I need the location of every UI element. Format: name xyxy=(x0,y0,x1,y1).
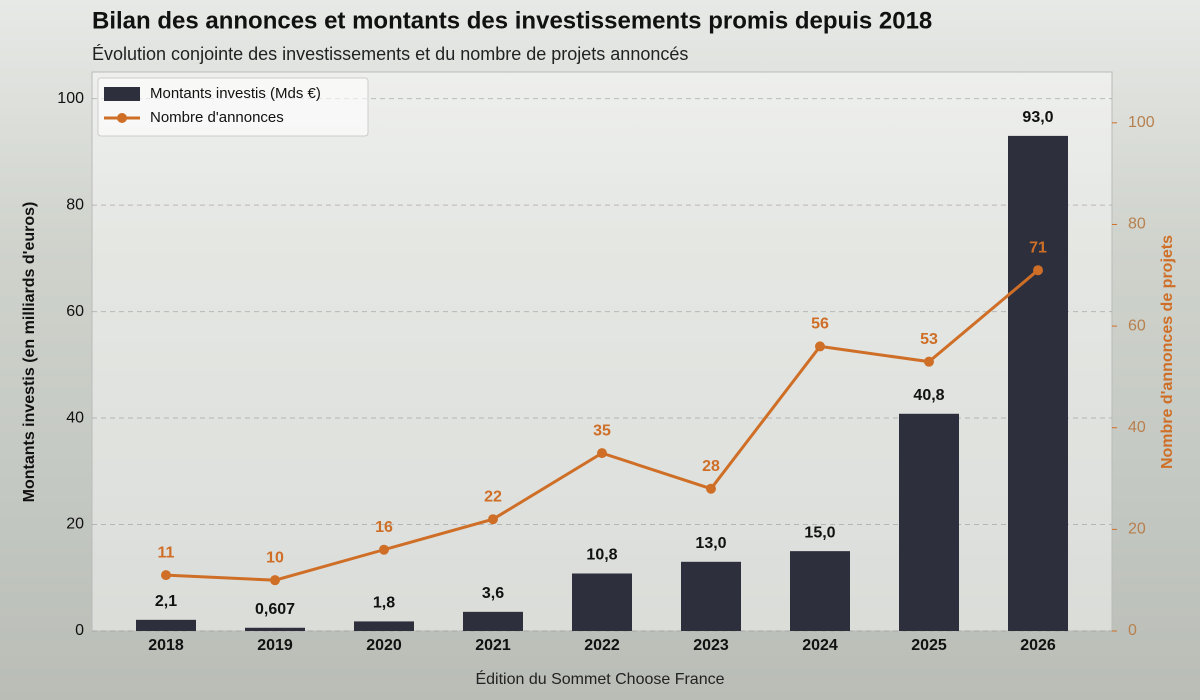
line-value-label: 22 xyxy=(484,488,502,505)
bar-value-label: 0,607 xyxy=(255,601,295,618)
x-tick-label: 2021 xyxy=(475,637,511,654)
bar-value-label: 2,1 xyxy=(155,593,177,610)
bar xyxy=(899,413,959,631)
chart-title: Bilan des annonces et montants des inves… xyxy=(92,7,932,34)
line-point xyxy=(161,570,171,581)
y-tick-label: 0 xyxy=(75,622,84,639)
y-tick-label: 100 xyxy=(57,90,84,107)
legend-swatch xyxy=(104,87,140,101)
bar-value-label: 3,6 xyxy=(482,585,504,602)
y2-tick-label: 0 xyxy=(1128,622,1137,639)
y-tick-label: 40 xyxy=(66,409,84,426)
bar-value-label: 93,0 xyxy=(1022,109,1053,126)
bar-value-label: 40,8 xyxy=(913,387,944,404)
line-point xyxy=(488,514,498,525)
bar-value-label: 10,8 xyxy=(586,547,617,564)
y2-tick-label: 80 xyxy=(1128,216,1146,233)
line-point xyxy=(1033,265,1043,276)
line-value-label: 11 xyxy=(158,544,175,561)
chart-subtitle: Évolution conjointe des investissements … xyxy=(92,44,688,64)
bar xyxy=(354,621,414,631)
bar xyxy=(790,551,850,631)
y2-tick-label: 100 xyxy=(1128,114,1155,131)
line-point xyxy=(706,483,716,494)
y2-tick-label: 40 xyxy=(1128,419,1146,436)
x-tick-label: 2018 xyxy=(148,637,184,654)
legend-swatch xyxy=(117,113,127,123)
legend-label: Montants investis (Mds €) xyxy=(150,85,321,102)
x-tick-label: 2025 xyxy=(911,637,947,654)
line-point xyxy=(270,575,280,586)
bar xyxy=(572,573,632,631)
line-value-label: 16 xyxy=(375,519,393,536)
bar xyxy=(1008,135,1068,631)
legend-label: Nombre d'annonces xyxy=(150,109,284,126)
y2-tick-label: 20 xyxy=(1128,521,1146,538)
bar xyxy=(681,561,741,631)
legend-box xyxy=(97,77,369,137)
bar-value-label: 1,8 xyxy=(373,595,395,612)
x-tick-label: 2026 xyxy=(1020,637,1056,654)
x-tick-label: 2020 xyxy=(366,637,402,654)
y-tick-label: 60 xyxy=(66,303,84,320)
y2-axis-label: Nombre d'annonces de projets xyxy=(1159,235,1176,469)
line-value-label: 71 xyxy=(1029,239,1047,256)
x-tick-label: 2023 xyxy=(693,637,729,654)
y-tick-label: 80 xyxy=(66,196,84,213)
x-axis-label: Édition du Sommet Choose France xyxy=(475,669,724,688)
bar xyxy=(463,611,523,631)
x-tick-label: 2019 xyxy=(257,637,293,654)
x-tick-label: 2024 xyxy=(802,637,838,654)
line-point xyxy=(924,356,934,367)
bar-value-label: 13,0 xyxy=(695,535,726,552)
y-axis-label: Montants investis (en milliards d'euros) xyxy=(21,202,38,503)
line-value-label: 56 xyxy=(811,316,829,333)
line-value-label: 35 xyxy=(593,422,611,439)
y2-tick-label: 60 xyxy=(1128,317,1146,334)
line-point xyxy=(379,544,389,555)
bar xyxy=(245,627,305,631)
y-tick-label: 20 xyxy=(66,516,84,533)
bar xyxy=(136,619,196,631)
line-value-label: 53 xyxy=(920,331,938,348)
line-point xyxy=(597,448,607,459)
line-value-label: 28 xyxy=(702,458,720,475)
line-point xyxy=(815,341,825,352)
x-tick-label: 2022 xyxy=(584,637,620,654)
bar-value-label: 15,0 xyxy=(804,524,835,541)
line-value-label: 10 xyxy=(266,549,284,566)
